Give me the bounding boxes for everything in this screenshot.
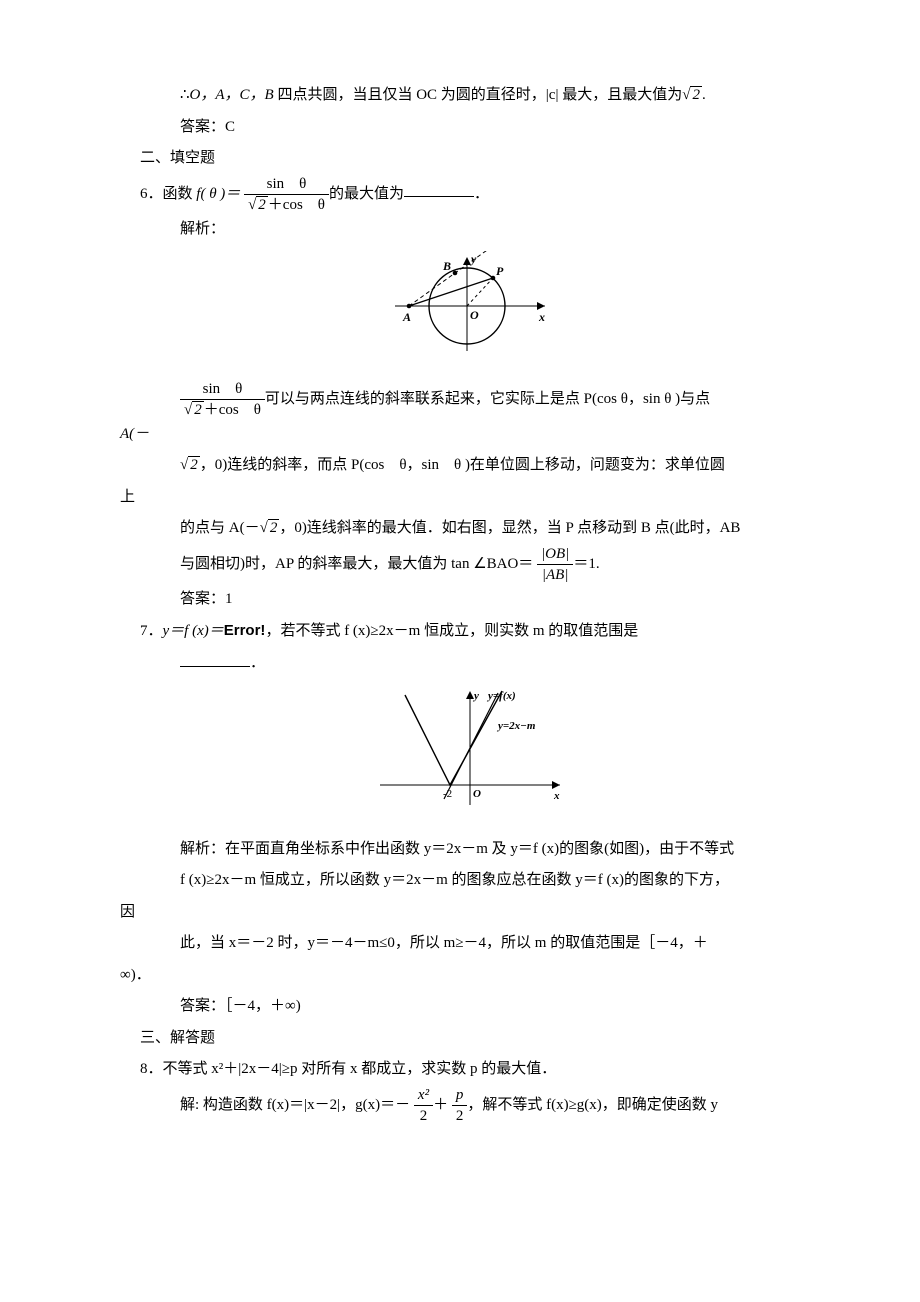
q5-body: 四点共圆，当且仅当 OC 为圆的直径时，|c| 最大，且最大值为 <box>277 87 682 103</box>
q6-jiexi-label: 解析： <box>120 214 820 246</box>
q7-inf: ∞)． <box>120 960 820 992</box>
q6-l2-body: ，0)连线的斜率，而点 P(cos θ，sin θ )在单位圆上移动，问题变为：… <box>200 457 725 473</box>
q6-l1-tail: 可以与两点连线的斜率联系起来，它实际上是点 P(cos θ，sin θ )与点 <box>265 390 710 406</box>
q7-blank <box>180 651 250 667</box>
q6-figure: y x O A B P <box>120 251 820 374</box>
q5-period: . <box>702 87 706 103</box>
q6-line1: sin θ 2＋cos θ 可以与两点连线的斜率联系起来，它实际上是点 P(co… <box>120 380 820 419</box>
line-AB-dash <box>409 251 497 306</box>
line-2x-m <box>444 693 498 799</box>
q6-shang: 上 <box>120 482 820 514</box>
label-O: O <box>473 788 481 800</box>
q8-sol-tail: ，解不等式 f(x)≥g(x)，即确定使函数 y <box>467 1096 718 1112</box>
q6-l4-tail: ＝1. <box>573 555 599 571</box>
q8-solution: 解: 构造函数 f(x)＝|x－2|，g(x)＝－ x² 2 ＋ p 2 ，解不… <box>120 1086 820 1125</box>
q6-tail: 的最大值为 <box>329 185 404 201</box>
y-arrow <box>466 691 474 699</box>
answer-label: 答案： <box>180 998 225 1014</box>
q6-l3-tail: ，0)连线斜率的最大值．如右图，显然，当 P 点移动到 B 点(此时，AB <box>279 520 740 536</box>
q7-l2: f (x)≥2x－m 恒成立，所以函数 y＝2x－m 的图象应总在函数 y＝f … <box>120 865 820 897</box>
label-B: B <box>442 259 451 273</box>
q7-svg: y x O -2 y=f(x) y=2x−m <box>370 685 570 815</box>
q7-l3: 此，当 x＝－2 时，y＝－4－m≤0，所以 m≥－4，所以 m 的取值范围是［… <box>120 928 820 960</box>
q8-frac1: x² 2 <box>414 1086 433 1125</box>
q6-number: 6． <box>140 185 163 201</box>
label-A: A <box>402 310 411 324</box>
q7-blank-line: ． <box>120 648 820 680</box>
answer-label: 答案： <box>180 119 225 135</box>
x-arrow <box>537 302 545 310</box>
curve-fx <box>405 691 502 785</box>
label-O: O <box>470 308 479 322</box>
q6-frac-repeat: sin θ 2＋cos θ <box>180 380 265 419</box>
sqrt2-value: 2 <box>682 80 702 112</box>
q7-number: 7． <box>140 623 163 639</box>
q6-A-hang: A(－ <box>120 419 820 451</box>
q7-stem: 7．y＝f (x)＝Error!，若不等式 f (x)≥2x－m 恒成立，则实数… <box>120 615 820 648</box>
q6-l4-frac: |OB| |AB| <box>537 545 573 584</box>
q8-stem: 8．不等式 x²＋|2x－4|≥p 对所有 x 都成立，求实数 p 的最大值． <box>120 1054 820 1086</box>
q8-sol-label: 解: <box>180 1096 199 1112</box>
q6-line3: 的点与 A(－2，0)连线斜率的最大值．如右图，显然，当 P 点移动到 B 点(… <box>120 513 820 545</box>
q6-svg: y x O A B P <box>385 251 555 361</box>
q8-plus: ＋ <box>433 1096 448 1112</box>
q8-sol-pre: 构造函数 f(x)＝|x－2|，g(x)＝－ <box>203 1096 410 1112</box>
label-fx: y=f(x) <box>486 690 516 702</box>
q6-blank <box>404 181 474 197</box>
q6-line2: 2，0)连线的斜率，而点 P(cos θ，sin θ )在单位圆上移动，问题变为… <box>120 450 820 482</box>
q6-fraction: sin θ 2＋cos θ <box>244 175 329 214</box>
q7-body: ，若不等式 f (x)≥2x－m 恒成立，则实数 m 的取值范围是 <box>265 623 638 639</box>
q6-stem: 6．函数 f( θ )＝ sin θ 2＋cos θ 的最大值为 ． <box>120 175 820 214</box>
q7-blank-period: ． <box>250 655 265 671</box>
q6-l3-pre: 的点与 A(－ <box>180 520 260 536</box>
label-P: P <box>496 264 504 278</box>
section2-heading: 二、填空题 <box>120 143 820 175</box>
q8-frac2: p 2 <box>452 1086 468 1125</box>
section3-heading: 三、解答题 <box>120 1023 820 1055</box>
q6-l3-sqrt: 2 <box>260 513 280 545</box>
answer7-line: 答案：［－4，＋∞) <box>120 991 820 1023</box>
answer5-line: 答案：C <box>120 112 820 144</box>
q6-frac-numer: sin θ <box>244 175 329 195</box>
q7-lead: y＝f (x)＝ <box>163 623 224 639</box>
q5-conclusion-line: ∴O，A，C，B 四点共圆，当且仅当 OC 为圆的直径时，|c| 最大，且最大值… <box>120 80 820 112</box>
q6-frac-denom: 2＋cos θ <box>244 195 329 214</box>
q8-body: 不等式 x²＋|2x－4|≥p 对所有 x 都成立，求实数 p 的最大值． <box>163 1061 557 1077</box>
q7-yin: 因 <box>120 897 820 929</box>
q6-fn: f( θ )＝ <box>196 185 240 201</box>
q8-number: 8． <box>140 1061 163 1077</box>
label-line: y=2x−m <box>496 720 536 732</box>
x-arrow <box>552 781 560 789</box>
therefore-symbol: ∴ <box>180 87 190 103</box>
q7-l1: 解析：在平面直角坐标系中作出函数 y＝2x－m 及 y＝f (x)的图象(如图)… <box>120 834 820 866</box>
q6-l4-pre: 与圆相切)时，AP 的斜率最大，最大值为 tan ∠BAO＝ <box>180 555 533 571</box>
y-arrow <box>463 257 471 265</box>
answer7-value: ［－4，＋∞) <box>225 998 301 1014</box>
label-neg2: -2 <box>443 788 452 800</box>
label-y: y <box>472 690 479 702</box>
q6-period: ． <box>474 185 489 201</box>
answer5-value: C <box>225 119 235 135</box>
q6-l2-sqrt: 2 <box>180 450 200 482</box>
answer-label: 答案： <box>180 591 225 607</box>
answer6-value: 1 <box>225 591 233 607</box>
q6-line4: 与圆相切)时，AP 的斜率最大，最大值为 tan ∠BAO＝ |OB| |AB|… <box>120 545 820 584</box>
label-y: y <box>469 252 477 266</box>
q7-figure: y x O -2 y=f(x) y=2x−m <box>120 685 820 828</box>
answer6-line: 答案：1 <box>120 584 820 616</box>
label-x: x <box>538 310 545 324</box>
q5-points: O，A，C，B <box>190 87 274 103</box>
q6-lead: 函数 <box>163 185 197 201</box>
label-x: x <box>553 790 560 802</box>
q7-error: Error! <box>224 622 266 639</box>
